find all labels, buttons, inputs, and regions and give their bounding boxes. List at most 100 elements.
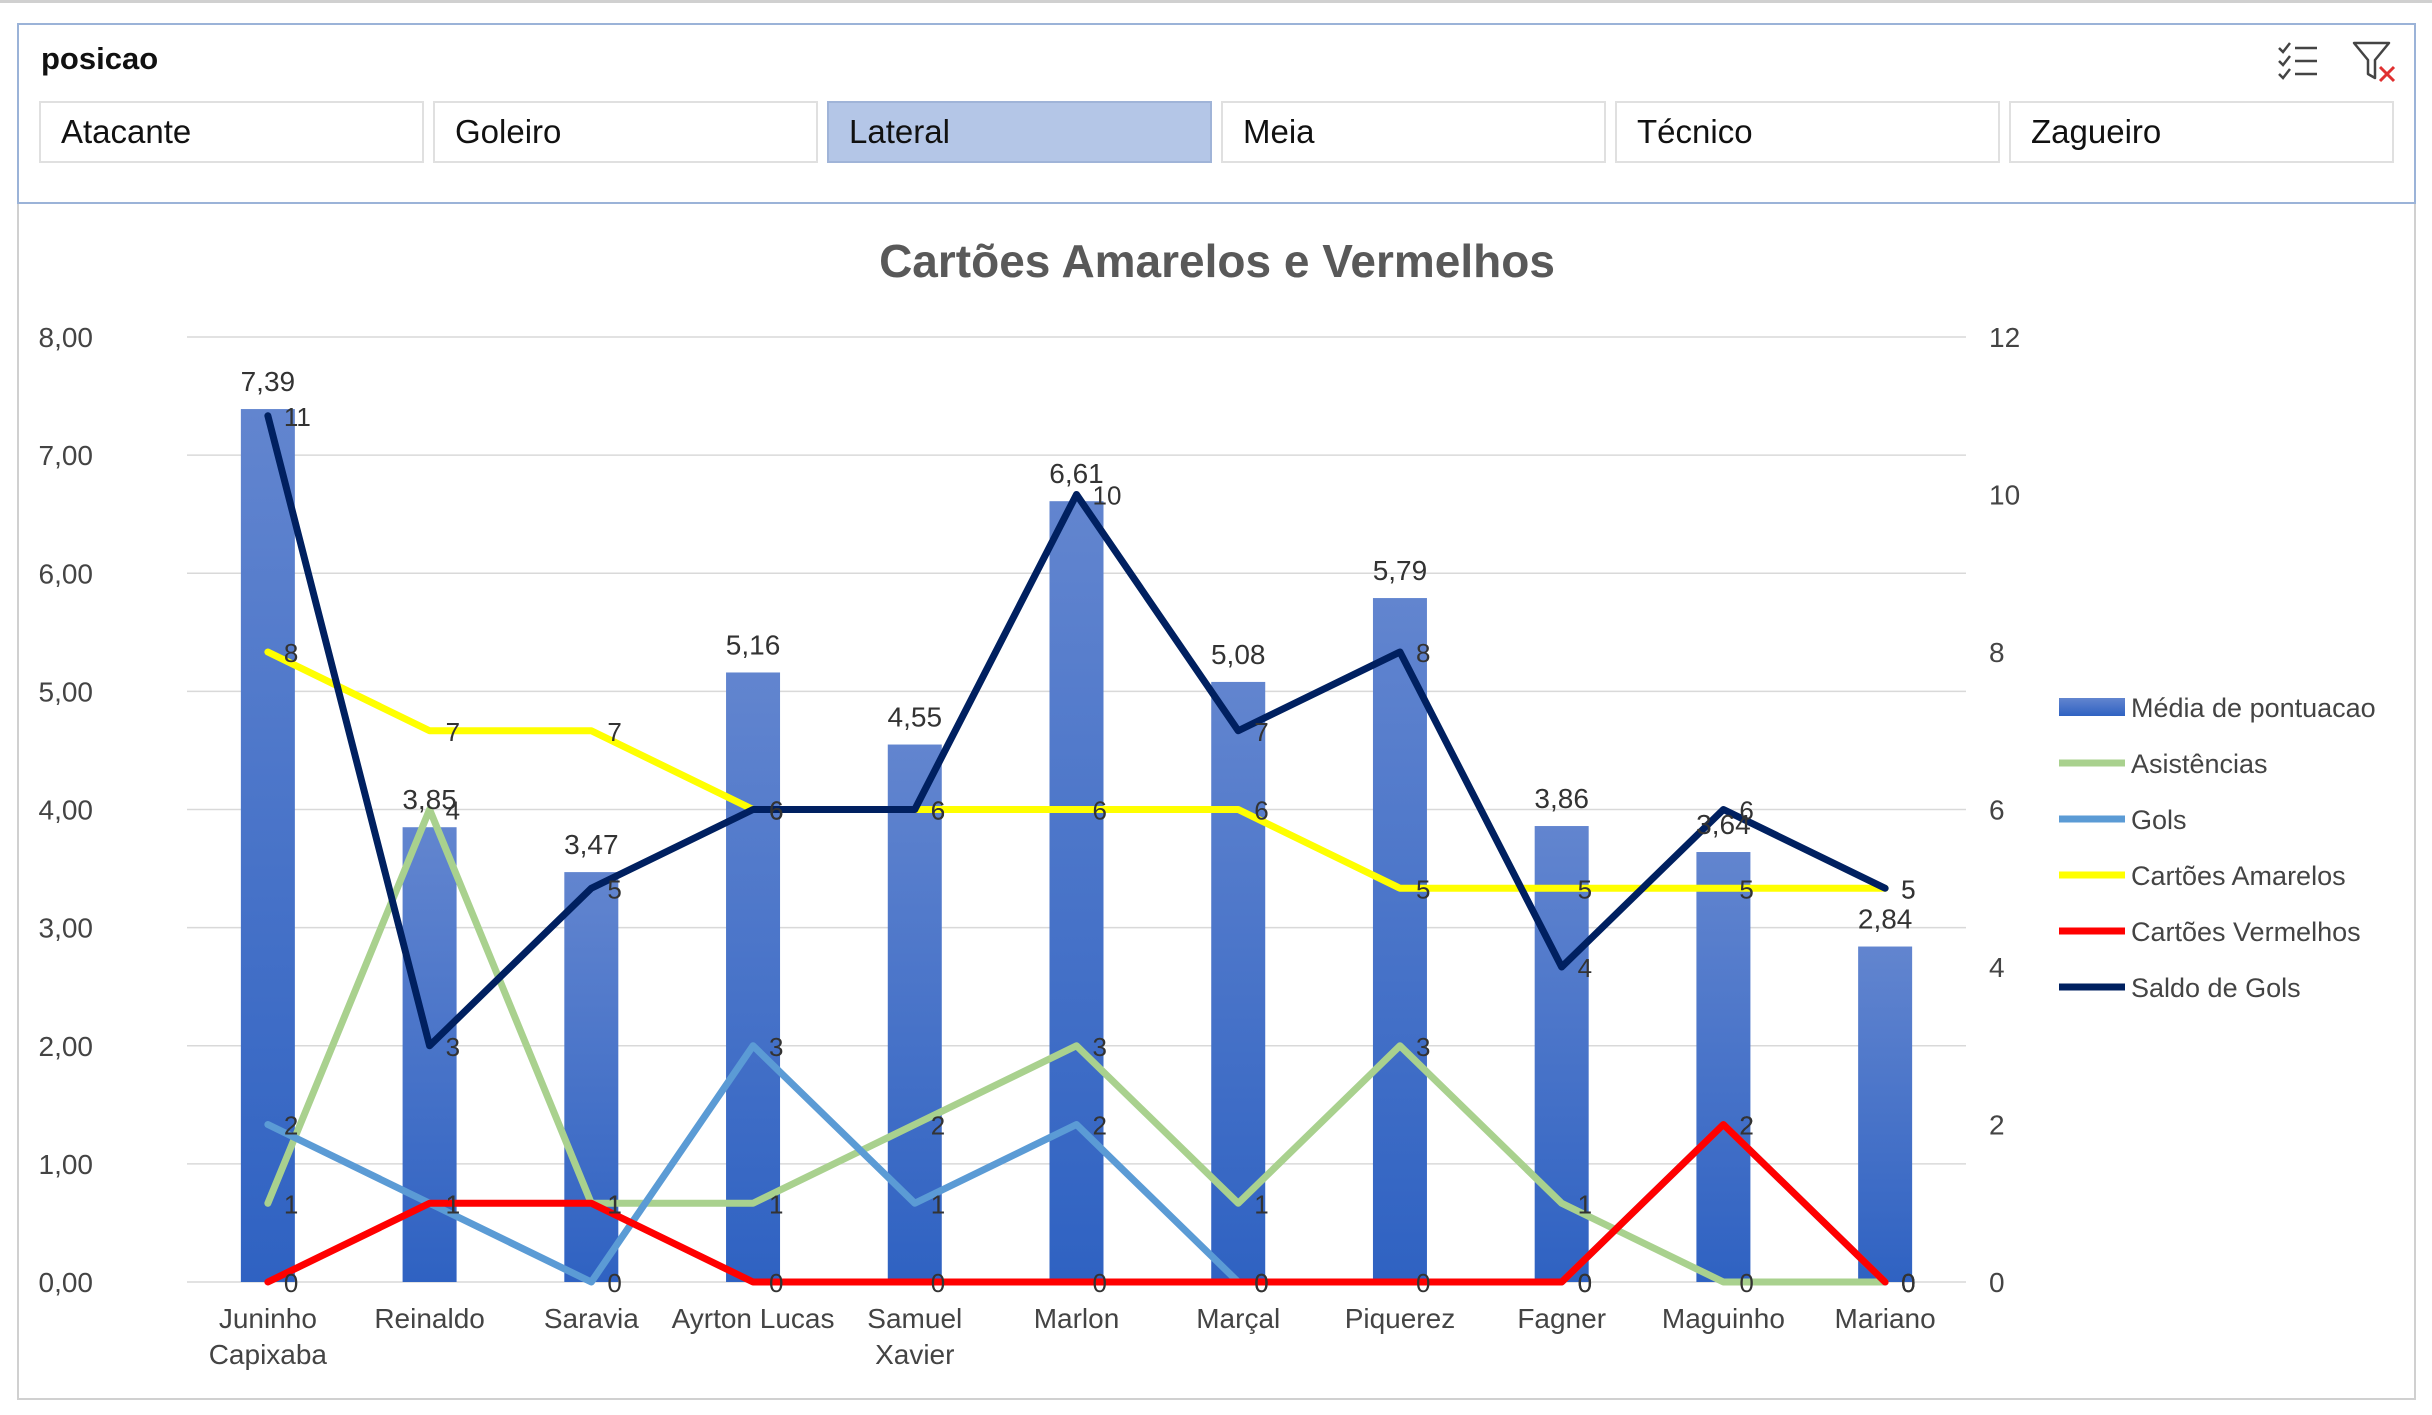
line-data-label: 0 — [1901, 1268, 1915, 1298]
x-tick-label: Mariano — [1835, 1303, 1936, 1334]
line-data-label: 7 — [1254, 717, 1268, 747]
line-data-label: 11 — [284, 402, 311, 432]
bar-data-label: 3,64 — [1696, 809, 1751, 840]
bar-data-label: 5,79 — [1373, 555, 1428, 586]
line-data-label: 5 — [1901, 874, 1915, 904]
line-data-label: 1 — [446, 1189, 460, 1219]
y-right-tick-label: 6 — [1989, 795, 2005, 826]
line-data-label: 1 — [607, 1189, 621, 1219]
line-data-label: 6 — [1739, 796, 1753, 826]
bar — [1858, 946, 1913, 1282]
line-data-label: 7 — [607, 717, 621, 747]
data-labels: 7,39 3,85 3,47 5,16 4,55 6,61 5,08 5,79 3,86 3,64… — [241, 366, 1916, 1298]
y-left-tick-label: 1,00 — [39, 1149, 94, 1180]
line-data-label: 0 — [1901, 1268, 1915, 1298]
line-data-label: 5 — [1416, 874, 1430, 904]
line-data-label: 6 — [769, 796, 783, 826]
slicer-item-zagueiro[interactable]: Zagueiro — [2009, 101, 2394, 163]
legend-label: Asistências — [2131, 749, 2268, 779]
legend-label: Gols — [2131, 805, 2187, 835]
line-data-label: 6 — [769, 796, 783, 826]
top-border — [0, 0, 2432, 3]
line-data-label: 3 — [1093, 1032, 1107, 1062]
combo-chart: Cartões Amarelos e Vermelhos 7,39 3,85 3,4… — [39, 235, 2376, 1370]
x-tick-label: Ayrton Lucas — [672, 1303, 835, 1334]
legend: Média de pontuacao Asistências Gols Cartões… — [2059, 693, 2376, 1003]
line-data-label: 4 — [446, 796, 460, 826]
slicer-item-list: Atacante Goleiro Lateral Meia Técnico Zagueir… — [39, 101, 2394, 163]
line-data-label: 0 — [1901, 1268, 1915, 1298]
line-data-label: 1 — [1578, 1189, 1592, 1219]
bar-data-label: 3,85 — [402, 784, 457, 815]
slicer-item-meia[interactable]: Meia — [1221, 101, 1606, 163]
y-left-tick-label: 2,00 — [39, 1031, 94, 1062]
x-tick-label: Marlon — [1034, 1303, 1120, 1334]
legend-label: Cartões Amarelos — [2131, 861, 2346, 891]
bar-data-label: 6,61 — [1049, 458, 1104, 489]
x-tick-label: Samuel Xavier — [867, 1303, 962, 1370]
bar-series — [240, 409, 1913, 1283]
line-data-label: 2 — [1093, 1111, 1107, 1141]
slicer-item-goleiro[interactable]: Goleiro — [433, 101, 818, 163]
y-left-tick-label: 6,00 — [39, 558, 94, 589]
y-right-tick-label: 8 — [1989, 637, 2005, 668]
bar — [1696, 852, 1751, 1282]
line-data-label: 6 — [931, 796, 945, 826]
bar-data-label: 7,39 — [241, 366, 296, 397]
line-data-label: 0 — [931, 1268, 945, 1298]
y-left-tick-label: 8,00 — [39, 322, 94, 353]
line-data-label: 1 — [931, 1189, 945, 1219]
slicer-toolbar — [2274, 37, 2398, 85]
line-data-label: 5 — [607, 874, 621, 904]
legend-swatch — [2059, 698, 2125, 716]
line-data-label: 2 — [284, 1111, 298, 1141]
line-data-label: 8 — [284, 638, 298, 668]
y-left-tick-label: 7,00 — [39, 440, 94, 471]
x-tick-label: Saravia — [544, 1303, 639, 1334]
clear-filter-icon[interactable] — [2350, 37, 2398, 85]
y-left-tick-label: 0,00 — [39, 1267, 94, 1298]
x-tick-label: Maguinho — [1662, 1303, 1785, 1334]
multi-select-icon[interactable] — [2274, 37, 2322, 85]
line-series — [264, 412, 1889, 1286]
legend-label: Saldo de Gols — [2131, 973, 2301, 1003]
line-data-label: 0 — [284, 1268, 298, 1298]
bar-data-label: 3,47 — [564, 829, 619, 860]
line-data-label: 6 — [1093, 796, 1107, 826]
bar-data-label: 2,84 — [1858, 904, 1913, 935]
bar — [564, 872, 619, 1282]
line-data-label: 0 — [1416, 1268, 1430, 1298]
line-data-label: 2 — [931, 1111, 945, 1141]
y-left-tick-label: 4,00 — [39, 795, 94, 826]
line-data-label: 5 — [1739, 874, 1753, 904]
line-data-label: 2 — [1739, 1111, 1753, 1141]
slicer-item-lateral[interactable]: Lateral — [827, 101, 1212, 163]
bar-data-label: 5,16 — [726, 629, 781, 660]
slicer-item-atacante[interactable]: Atacante — [39, 101, 424, 163]
x-tick-label: Marçal — [1196, 1303, 1280, 1334]
line-data-label: 3 — [1416, 1032, 1430, 1062]
line-data-label: 0 — [1254, 1268, 1268, 1298]
line-data-label: 1 — [1254, 1189, 1268, 1219]
bar — [1049, 501, 1104, 1283]
line-data-label: 0 — [607, 1268, 621, 1298]
position-slicer: posicao Atacante Goleiro Lateral Meia Técnic… — [17, 23, 2416, 204]
slicer-item-tecnico[interactable]: Técnico — [1615, 101, 2000, 163]
x-tick-label: Fagner — [1517, 1303, 1606, 1334]
line-saldo-de-gols — [264, 412, 1889, 1050]
line-data-label: 4 — [1578, 953, 1592, 983]
line-cartoes-vermelhos — [264, 1121, 1889, 1286]
line-data-label: 5 — [1578, 874, 1592, 904]
line-data-label: 1 — [284, 1189, 298, 1219]
line-data-label: 0 — [769, 1268, 783, 1298]
line-data-label: 0 — [1578, 1268, 1592, 1298]
bar-data-label: 5,08 — [1211, 639, 1266, 670]
line-data-label: 0 — [1093, 1268, 1107, 1298]
line-data-label: 6 — [1254, 796, 1268, 826]
line-data-label: 5 — [1901, 874, 1915, 904]
line-data-label: 8 — [1416, 638, 1430, 668]
y-right-tick-label: 0 — [1989, 1267, 2005, 1298]
line-data-label: 7 — [446, 717, 460, 747]
line-data-label: 2 — [1739, 1111, 1753, 1141]
bar-data-label: 4,55 — [888, 702, 943, 733]
